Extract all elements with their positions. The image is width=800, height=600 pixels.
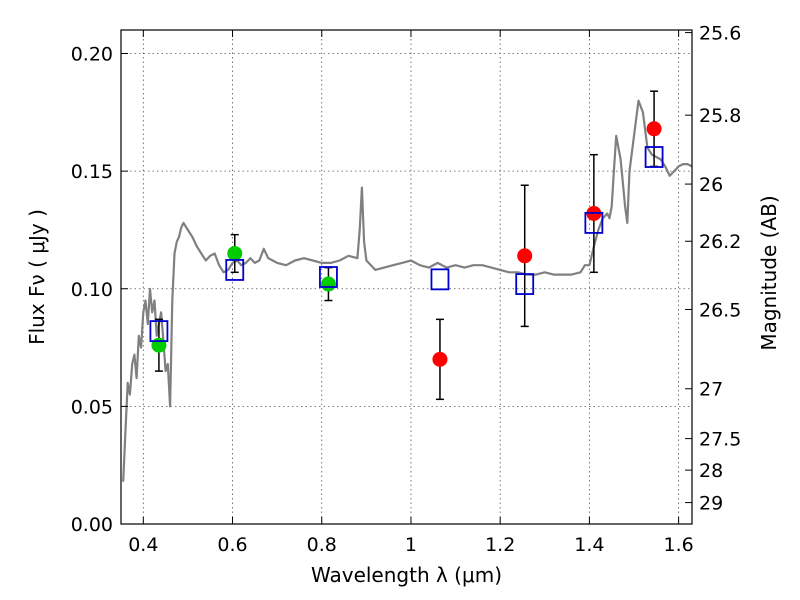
data-point-square [430, 268, 450, 291]
right-tick-label: 25.6 [699, 23, 741, 45]
data-point-square [644, 146, 664, 168]
x-tick-label: 1.6 [664, 534, 694, 556]
x-tick-label: 1 [405, 534, 417, 556]
data-point-circle [646, 121, 662, 137]
grid [121, 30, 692, 524]
plot-area [122, 99, 692, 482]
right-tick-label: 26 [699, 174, 723, 196]
data-point-circle [320, 276, 336, 292]
right-tick-label: 26.5 [699, 299, 741, 321]
right-axis-title: Magnitude (AB) [757, 195, 781, 350]
markers [149, 90, 664, 401]
x-tick-label: 0.4 [128, 534, 158, 556]
y-tick-label: 0.00 [71, 514, 113, 536]
x-tick-label: 1.4 [574, 534, 604, 556]
data-point-square [515, 273, 535, 295]
data-point-square [319, 266, 338, 288]
data-point-circle [432, 351, 448, 367]
plot-frame [120, 29, 693, 525]
model-spectrum-line [122, 99, 692, 482]
data-point-square [584, 211, 604, 234]
y-axis: 0.00 0.05 0.10 0.15 0.20 [71, 44, 128, 536]
right-axis: 25.6 25.8 26 26.2 26.5 27 27.5 28 29 [685, 23, 741, 515]
data-point-circle [227, 245, 243, 261]
data-point-circle [517, 248, 533, 264]
y-tick-label: 0.15 [71, 161, 113, 183]
x-tick-label: 0.6 [217, 534, 247, 556]
x-tick-label: 1.2 [485, 534, 515, 556]
data-point-square [225, 259, 245, 281]
data-point-square [149, 320, 169, 343]
right-tick-label: 29 [699, 493, 723, 515]
right-tick-label: 26.2 [699, 231, 741, 253]
y-axis-title: Flux Fν ( μJy ) [25, 209, 49, 345]
x-axis: 0.4 0.6 0.8 1 1.2 1.4 1.6 [128, 30, 694, 556]
x-axis-title: Wavelength λ (μm) [311, 563, 502, 587]
y-tick-label: 0.10 [71, 279, 113, 301]
right-tick-label: 28 [699, 460, 723, 482]
data-point-circle [151, 337, 167, 353]
right-tick-label: 27.5 [699, 429, 741, 451]
y-tick-label: 0.05 [71, 396, 113, 418]
y-tick-label: 0.20 [71, 44, 113, 66]
right-tick-label: 27 [699, 379, 723, 401]
right-tick-label: 25.8 [699, 105, 741, 127]
x-tick-label: 0.8 [307, 534, 337, 556]
